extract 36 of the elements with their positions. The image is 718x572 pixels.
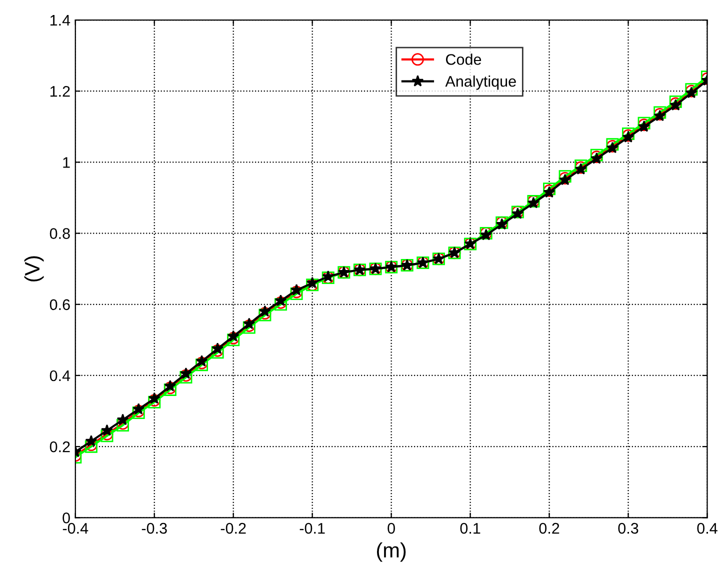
- y-tick-label: 1.4: [50, 15, 70, 26]
- legend-label: Code: [446, 54, 482, 65]
- x-tick-label: -0.1: [300, 522, 325, 534]
- x-tick-label: 0.4: [697, 522, 718, 534]
- point: [258, 305, 271, 317]
- point: [148, 392, 160, 404]
- legend-label: Analytique: [445, 76, 516, 90]
- y-tick-label: 0.8: [50, 228, 70, 239]
- point: [132, 402, 145, 414]
- point: [85, 434, 98, 446]
- point: [290, 284, 303, 296]
- x-tick-label: 0.1: [460, 522, 480, 534]
- point: [101, 424, 113, 436]
- point: [243, 318, 256, 330]
- y-tick-label: 0.2: [50, 441, 70, 452]
- point: [196, 355, 208, 366]
- y-axis-title: (V): [24, 256, 44, 282]
- x-tick-label: 0.2: [539, 522, 560, 534]
- point: [212, 342, 224, 354]
- y-tick-label: 1: [63, 157, 70, 168]
- y-tick-label: 1.2: [50, 86, 70, 97]
- x-tick-label: 0.3: [618, 522, 638, 534]
- x-tick-label: -0.4: [62, 522, 88, 534]
- point: [180, 367, 192, 379]
- x-tick-label: -0.3: [142, 522, 167, 534]
- x-axis-title: (m): [376, 542, 406, 562]
- x-tick-label: -0.2: [220, 522, 246, 534]
- point: [164, 380, 176, 392]
- y-tick-label: 0.4: [50, 370, 70, 382]
- y-tick-label: 0: [62, 512, 70, 524]
- point: [274, 294, 287, 306]
- point: [306, 276, 318, 288]
- point: [116, 414, 129, 426]
- point: [227, 330, 240, 342]
- x-tick-label: 0: [388, 522, 395, 534]
- y-tick-label: 0.6: [50, 299, 70, 310]
